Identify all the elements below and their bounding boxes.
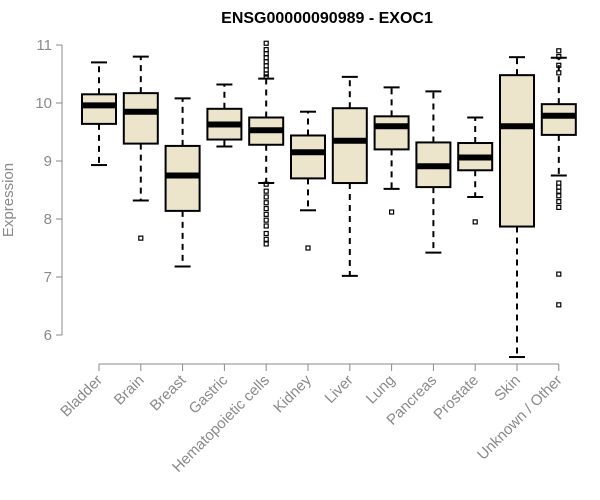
- outlier-point: [263, 211, 269, 217]
- x-tick-label: Brain: [111, 372, 148, 409]
- outlier-point: [263, 217, 269, 223]
- box-iqr: [373, 115, 410, 151]
- x-tick-label: Lung: [363, 372, 399, 408]
- box-group: [164, 97, 201, 268]
- box-group: [499, 56, 535, 359]
- outlier-point: [263, 230, 269, 237]
- outlier-point: [263, 223, 269, 229]
- box-group: [81, 61, 117, 167]
- box-iqr: [331, 107, 368, 185]
- y-tick-label: 10: [35, 95, 52, 112]
- outlier-point: [263, 181, 269, 187]
- x-tick-label: Skin: [491, 372, 524, 405]
- box-group: [373, 86, 410, 215]
- outlier-point: [263, 71, 269, 77]
- outlier-point: [556, 53, 562, 60]
- outlier-point: [263, 47, 269, 53]
- outlier-point: [263, 74, 269, 80]
- box-iqr: [122, 92, 159, 145]
- y-tick-label: 11: [36, 37, 52, 54]
- outlier-point: [305, 245, 311, 251]
- x-tick-label: Breast: [147, 371, 190, 414]
- outlier-point: [263, 241, 269, 247]
- outlier-point: [263, 63, 269, 69]
- outlier-point: [263, 40, 269, 46]
- box-iqr: [499, 74, 535, 228]
- outlier-point: [556, 271, 562, 277]
- box-group: [457, 116, 494, 225]
- y-tick-label: 8: [44, 211, 52, 228]
- outlier-point: [556, 204, 562, 210]
- outlier-point: [263, 236, 269, 242]
- box-iqr: [81, 93, 117, 125]
- outlier-point: [263, 200, 269, 206]
- outlier-point: [556, 70, 562, 76]
- outlier-point: [263, 194, 269, 200]
- outlier-point: [138, 235, 144, 241]
- x-tick-label: Kidney: [270, 371, 315, 416]
- outlier-point: [556, 184, 562, 190]
- outlier-point: [556, 48, 562, 54]
- box-group: [540, 48, 577, 308]
- box-group: [290, 110, 326, 251]
- box-group: [331, 75, 368, 277]
- box-group: [122, 55, 159, 241]
- box-iqr: [290, 134, 326, 180]
- y-tick-label: 7: [44, 269, 52, 286]
- outlier-point: [389, 209, 395, 215]
- outlier-point: [263, 59, 269, 65]
- x-tick-label: Bladder: [57, 372, 106, 421]
- outlier-point: [556, 62, 562, 68]
- outlier-point: [556, 193, 562, 199]
- outlier-point: [556, 302, 562, 308]
- box-group: [415, 90, 452, 254]
- x-tick-label: Prostate: [430, 372, 482, 424]
- x-tick-label: Liver: [322, 372, 357, 407]
- y-axis: 6 7 8 9 10 11: [35, 37, 63, 344]
- outlier-point: [472, 219, 478, 225]
- outlier-point: [263, 67, 269, 73]
- outlier-point: [263, 51, 269, 57]
- y-axis-label: Expression: [0, 163, 17, 237]
- y-tick-label: 6: [44, 327, 52, 344]
- y-tick-label: 9: [44, 153, 52, 170]
- box-iqr: [540, 103, 577, 136]
- outlier-point: [556, 199, 562, 205]
- outlier-point: [263, 55, 269, 61]
- plot-area: [81, 40, 577, 359]
- outlier-point: [263, 188, 269, 194]
- chart-title: ENSG00000090989 - EXOC1: [221, 10, 433, 27]
- outlier-point: [556, 188, 562, 194]
- box-group: [206, 83, 243, 148]
- outlier-point: [556, 180, 562, 186]
- outlier-point: [263, 205, 269, 212]
- box-group: [248, 40, 285, 247]
